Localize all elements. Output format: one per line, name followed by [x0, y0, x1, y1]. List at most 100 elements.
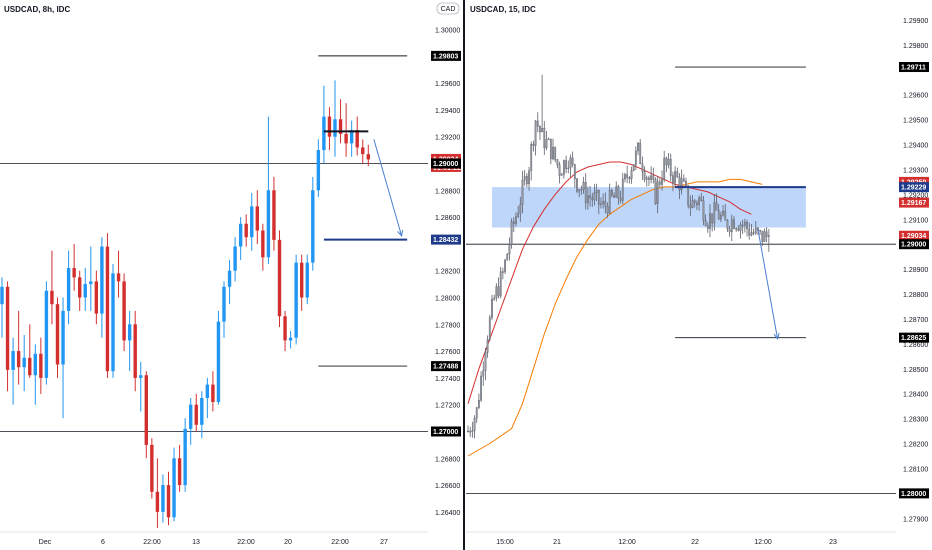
- candle: [608, 183, 611, 215]
- candle-body: [624, 174, 626, 180]
- candle: [589, 185, 591, 207]
- candle-body: [663, 157, 666, 180]
- candle: [615, 181, 618, 198]
- candle-body: [645, 177, 648, 180]
- candle: [691, 195, 694, 209]
- candle: [327, 107, 332, 151]
- candle-body: [205, 384, 210, 398]
- y-tick-label: 1.29400: [903, 143, 928, 150]
- candle-body: [83, 284, 87, 298]
- candle: [189, 397, 193, 445]
- price-tag: 1.29000: [431, 158, 461, 169]
- candle: [571, 151, 574, 168]
- candle: [587, 186, 589, 210]
- candle-body: [523, 176, 526, 181]
- candle-body: [763, 231, 766, 242]
- candle: [534, 120, 537, 156]
- candle-body: [349, 129, 354, 144]
- candle-body: [626, 174, 629, 178]
- candle-body: [700, 197, 703, 201]
- candle: [733, 216, 735, 230]
- candle-body: [648, 177, 650, 180]
- candle-body: [582, 181, 585, 190]
- candle: [530, 141, 533, 181]
- candle-body: [333, 119, 337, 137]
- candle: [706, 222, 709, 233]
- candle: [554, 146, 557, 163]
- y-tick-label: 1.28600: [435, 215, 460, 222]
- candle-body: [637, 142, 639, 152]
- candle: [508, 237, 511, 261]
- candle-body: [628, 177, 631, 179]
- projection-arrow-head: [397, 229, 404, 237]
- candle-body: [322, 116, 326, 151]
- price-tag-box: [899, 239, 929, 250]
- candle: [469, 426, 472, 437]
- candle: [652, 167, 655, 184]
- price-tag-box: [431, 234, 461, 245]
- candle: [501, 267, 504, 280]
- candle: [482, 361, 485, 386]
- candle: [619, 190, 622, 204]
- candle: [610, 188, 613, 198]
- candle-body: [506, 253, 509, 261]
- candle-body: [111, 273, 115, 372]
- candle-body: [654, 179, 657, 204]
- candle: [491, 294, 493, 320]
- candle: [761, 230, 764, 247]
- candle-body: [311, 190, 315, 263]
- candle-body: [730, 219, 733, 232]
- candle: [567, 160, 570, 174]
- price-tag: 1.29229: [899, 182, 929, 193]
- candle: [752, 228, 755, 236]
- candle-body: [482, 370, 485, 377]
- y-tick-label: 1.29200: [435, 135, 460, 142]
- candle-body: [5, 286, 10, 370]
- candle-body: [613, 195, 615, 198]
- candle: [5, 281, 10, 392]
- candle: [569, 154, 572, 178]
- candle-body: [105, 246, 110, 372]
- candle-body: [211, 384, 215, 403]
- candle: [484, 347, 487, 381]
- candle: [200, 391, 204, 439]
- candle: [39, 337, 43, 394]
- candle: [578, 189, 581, 198]
- price-tag-box: [899, 176, 929, 187]
- candle: [28, 324, 32, 378]
- candle: [669, 153, 672, 182]
- candle-body: [632, 164, 635, 171]
- price-tag-label: 1.28625: [901, 335, 926, 342]
- candle: [349, 120, 354, 157]
- candle: [116, 250, 121, 298]
- candle: [250, 192, 254, 251]
- candle-body: [61, 310, 65, 365]
- candle-body: [255, 206, 259, 231]
- candle-body: [150, 444, 154, 492]
- candle: [582, 176, 585, 194]
- candle: [648, 175, 650, 186]
- currency-button[interactable]: CAD: [436, 2, 460, 15]
- candle: [300, 254, 304, 311]
- candle: [338, 99, 343, 144]
- candle: [715, 193, 718, 211]
- candle: [50, 250, 54, 325]
- candle: [750, 223, 753, 237]
- candle: [558, 161, 561, 184]
- candle: [628, 175, 631, 184]
- candle: [767, 228, 770, 252]
- candle-body: [547, 138, 550, 140]
- candle: [11, 337, 15, 405]
- y-tick-label: 1.29800: [903, 43, 928, 50]
- candle-body: [606, 206, 609, 214]
- candle: [650, 166, 653, 184]
- candle: [639, 139, 642, 165]
- candle-body: [674, 171, 677, 184]
- candle: [177, 444, 182, 492]
- candle-body: [100, 246, 104, 314]
- candle: [504, 258, 506, 275]
- candle: [541, 74, 544, 133]
- candle-body: [702, 200, 705, 221]
- candle: [211, 371, 215, 412]
- candle: [83, 268, 87, 311]
